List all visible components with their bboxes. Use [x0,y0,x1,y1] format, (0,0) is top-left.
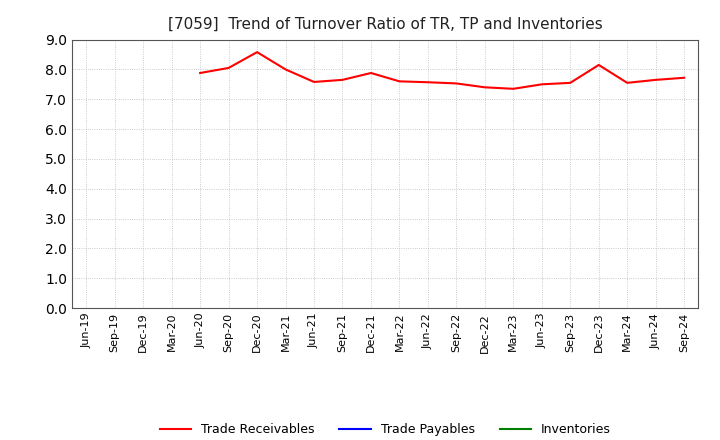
Trade Receivables [452,81,461,86]
Trade Receivables [480,84,489,90]
Trade Receivables [652,77,660,82]
Trade Receivables [253,49,261,55]
Trade Receivables [196,70,204,76]
Trade Receivables [225,65,233,70]
Trade Receivables [537,82,546,87]
Trade Receivables [366,70,375,76]
Trade Receivables [509,86,518,92]
Trade Receivables [680,75,688,81]
Trade Receivables [595,62,603,68]
Trade Receivables [395,79,404,84]
Line: Trade Receivables: Trade Receivables [200,52,684,89]
Legend: Trade Receivables, Trade Payables, Inventories: Trade Receivables, Trade Payables, Inven… [155,418,616,440]
Trade Receivables [282,67,290,72]
Trade Receivables [623,80,631,85]
Trade Receivables [423,80,432,85]
Trade Receivables [310,79,318,84]
Trade Receivables [566,80,575,85]
Trade Receivables [338,77,347,82]
Title: [7059]  Trend of Turnover Ratio of TR, TP and Inventories: [7059] Trend of Turnover Ratio of TR, TP… [168,16,603,32]
